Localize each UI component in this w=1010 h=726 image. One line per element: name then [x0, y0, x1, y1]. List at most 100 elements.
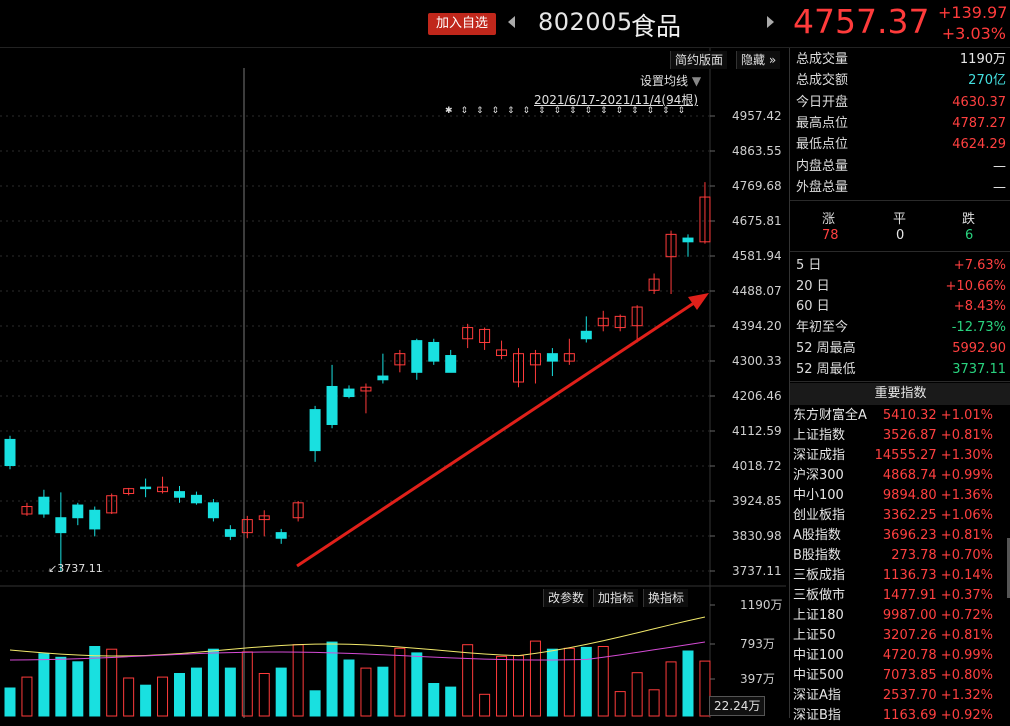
- index-row[interactable]: B股指数 273.78 +0.70%: [793, 546, 993, 566]
- volume-bar: [445, 686, 457, 717]
- stat-label: 最高点位: [796, 115, 849, 131]
- y-tick-label: 4488.07: [732, 284, 782, 298]
- index-row[interactable]: 东方财富全A 5410.32 +1.01%: [793, 406, 993, 426]
- index-row[interactable]: 沪深300 4868.74 +0.99%: [793, 466, 993, 486]
- candle-body: [89, 509, 101, 530]
- y-tick-label: 4394.20: [732, 319, 782, 333]
- period-value: +7.63%: [953, 258, 1006, 273]
- candle-body: [529, 353, 541, 366]
- index-value: 3526.87 +0.81%: [882, 428, 993, 443]
- candle-body: [394, 353, 406, 366]
- add-to-watchlist-button[interactable]: 加入自选: [428, 13, 496, 35]
- index-row[interactable]: 上证指数 3526.87 +0.81%: [793, 426, 993, 446]
- candle-body: [428, 341, 440, 362]
- y-tick-label: 4581.94: [732, 249, 782, 263]
- annotation-arrow: [296, 301, 695, 568]
- annotation-arrow-head: [688, 293, 709, 310]
- ma-setting-button[interactable]: 设置均线 ▼: [636, 72, 705, 90]
- index-row[interactable]: 深证B指 1163.69 +0.92%: [793, 706, 993, 726]
- index-row[interactable]: 深证A指 2537.70 +1.32%: [793, 686, 993, 706]
- switch-indicator-button[interactable]: 换指标: [643, 589, 689, 607]
- volume-bar: [72, 661, 84, 717]
- volume-bar: [563, 647, 575, 717]
- volume-bar: [665, 661, 677, 717]
- volume-bar: [224, 667, 236, 717]
- index-row[interactable]: 深证成指 14555.27 +1.30%: [793, 446, 993, 466]
- volume-bar: [38, 653, 50, 717]
- index-row[interactable]: 中证500 7073.85 +0.80%: [793, 666, 993, 686]
- volume-bar: [174, 673, 185, 717]
- index-row[interactable]: 上证50 3207.26 +0.81%: [793, 626, 993, 646]
- volume-bar: [529, 640, 541, 717]
- quote-panel: 总成交量 1190万 总成交额 270亿 今日开盘 4630.37 最高点位 4787.27 最…: [789, 48, 1010, 723]
- candle-body: [326, 385, 338, 426]
- candle-body: [496, 349, 508, 357]
- volume-bar: [580, 646, 592, 717]
- index-row[interactable]: 上证180 9987.00 +0.72%: [793, 606, 993, 626]
- hide-label: 隐藏: [741, 53, 766, 67]
- candle-body: [275, 532, 287, 539]
- index-row[interactable]: 三板做市 1477.91 +0.37%: [793, 586, 993, 606]
- flat-label: 平: [893, 212, 907, 227]
- index-value: 3207.26 +0.81%: [882, 628, 993, 643]
- period-value: +10.66%: [945, 278, 1006, 294]
- add-indicator-button[interactable]: 加指标: [593, 589, 639, 607]
- double-chevron-icon: »: [768, 53, 777, 67]
- volume-bar: [4, 687, 16, 717]
- period-row: 20 日 +10.66%: [796, 277, 1006, 297]
- volume-bar: [631, 672, 643, 717]
- edit-params-button[interactable]: 改参数: [543, 589, 589, 607]
- index-name: A股指数: [793, 528, 841, 543]
- compact-layout-button[interactable]: 简约版面: [670, 51, 728, 69]
- prev-arrow-icon[interactable]: [508, 16, 515, 28]
- volume-bar: [648, 689, 660, 717]
- volume-bar: [614, 691, 626, 717]
- next-arrow-icon[interactable]: [767, 16, 774, 28]
- candle-body: [699, 196, 711, 243]
- index-row[interactable]: 中小100 9894.80 +1.36%: [793, 486, 993, 506]
- stat-row: 今日开盘 4630.37: [796, 93, 1006, 113]
- stat-value: 4787.27: [952, 115, 1006, 131]
- index-name: 三板做市: [793, 588, 846, 603]
- volume-bar: [309, 690, 321, 717]
- index-row[interactable]: A股指数 3696.23 +0.81%: [793, 526, 993, 546]
- index-row[interactable]: 创业板指 3362.25 +1.06%: [793, 506, 993, 526]
- event-marker: ⇕: [492, 106, 500, 116]
- index-name: B股指数: [793, 548, 841, 563]
- kline-chart[interactable]: 4957.42 4863.55 4769.68 4675.81 4581.94 4488.…: [0, 48, 786, 718]
- candle-body: [140, 486, 152, 490]
- stat-value: —: [993, 158, 1006, 174]
- stat-value: 1190万: [959, 52, 1006, 67]
- y-tick-label: 3830.98: [732, 529, 782, 543]
- kline-svg[interactable]: 4957.42 4863.55 4769.68 4675.81 4581.94 4488.…: [0, 48, 786, 718]
- y-tick-label: 3737.11: [732, 564, 782, 578]
- candle-body: [157, 486, 169, 493]
- period-label: 60 日: [796, 299, 830, 315]
- volume-bar: [597, 646, 609, 717]
- period-label: 52 周最高: [796, 340, 856, 356]
- stat-row: 最高点位 4787.27: [796, 114, 1006, 134]
- y-tick-label: 4300.33: [732, 354, 782, 368]
- volume-ma-line: [9, 616, 706, 657]
- stat-value: —: [993, 179, 1006, 195]
- index-name: 深证B指: [793, 708, 841, 723]
- y-tick-label: 4957.42: [732, 109, 782, 123]
- index-row[interactable]: 三板成指 1136.73 +0.14%: [793, 566, 993, 586]
- last-price: 4757.37: [793, 2, 930, 41]
- low-marker-label: ↙3737.11: [48, 562, 103, 575]
- event-marker: ⇕: [569, 106, 577, 116]
- period-row: 60 日 +8.43%: [796, 297, 1006, 317]
- index-value: 2537.70 +1.32%: [882, 688, 993, 703]
- event-marker: ⇕: [461, 106, 469, 116]
- index-row[interactable]: 中证100 4720.78 +0.99%: [793, 646, 993, 666]
- event-marker: ⇕: [647, 106, 655, 116]
- volume-bar: [513, 655, 524, 717]
- dropdown-icon: ▼: [691, 74, 702, 88]
- period-label: 5 日: [796, 258, 822, 273]
- candle-body: [445, 355, 457, 373]
- scrollbar[interactable]: [1007, 538, 1010, 598]
- stat-value: 270亿: [968, 73, 1006, 89]
- hide-button[interactable]: 隐藏 »: [736, 51, 781, 69]
- index-value: 9894.80 +1.36%: [882, 488, 993, 503]
- stat-label: 总成交量: [796, 52, 849, 67]
